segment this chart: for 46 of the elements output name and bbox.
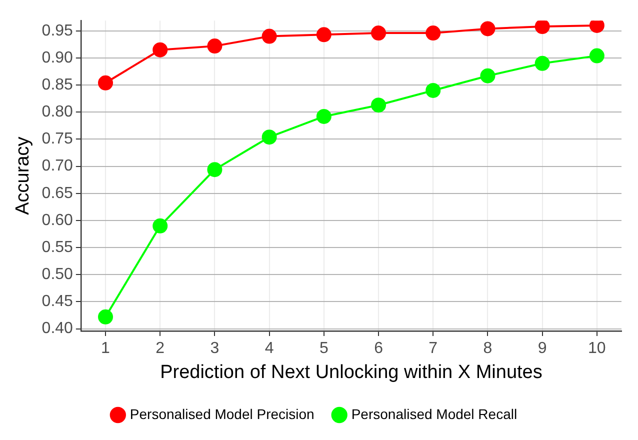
x-tick-label: 8 bbox=[483, 340, 492, 358]
point bbox=[316, 108, 332, 124]
y-tick-label: 0.55 bbox=[42, 238, 74, 256]
y-tick-label: 0.45 bbox=[42, 293, 74, 310]
legend-label: Personalised Model Precision bbox=[130, 406, 314, 422]
point bbox=[480, 68, 496, 84]
point bbox=[426, 82, 441, 98]
x-tick-label: 1 bbox=[101, 340, 110, 358]
point bbox=[152, 42, 168, 58]
y-tick-label: 0.85 bbox=[42, 76, 74, 94]
point bbox=[589, 20, 604, 33]
point bbox=[207, 162, 222, 178]
point bbox=[589, 48, 604, 64]
x-tick-label: 7 bbox=[428, 340, 438, 358]
x-tick-label: 3 bbox=[210, 340, 220, 358]
point bbox=[98, 75, 114, 90]
point bbox=[262, 130, 277, 145]
point bbox=[480, 21, 496, 36]
legend-label: Personalised Model Recall bbox=[351, 406, 518, 422]
x-tick-label: 2 bbox=[156, 340, 165, 358]
x-tick-label: 10 bbox=[588, 340, 606, 358]
y-tick-label: 0.90 bbox=[42, 49, 74, 66]
point bbox=[152, 218, 168, 234]
x-axis-title: Prediction of Next Unlocking within X Minutes bbox=[160, 362, 542, 383]
y-tick-label: 0.60 bbox=[42, 212, 74, 229]
point bbox=[98, 309, 114, 324]
y-tick-label: 0.70 bbox=[42, 158, 74, 175]
point bbox=[371, 98, 386, 113]
x-tick-label: 5 bbox=[319, 340, 328, 358]
y-tick-label: 0.75 bbox=[42, 130, 74, 148]
point bbox=[534, 20, 550, 34]
x-tick-label: 4 bbox=[264, 340, 274, 358]
point bbox=[426, 26, 441, 41]
y-tick-label: 0.65 bbox=[42, 184, 74, 202]
y-tick-label: 0.95 bbox=[42, 22, 74, 40]
y-tick-label: 0.50 bbox=[42, 266, 74, 284]
point bbox=[371, 26, 386, 41]
y-axis-title: Accuracy bbox=[12, 136, 34, 215]
point bbox=[534, 56, 550, 71]
point bbox=[207, 38, 222, 54]
point bbox=[316, 27, 332, 42]
y-tick-label: 0.80 bbox=[42, 104, 74, 121]
x-tick-label: 9 bbox=[538, 340, 547, 358]
y-tick-label: 0.40 bbox=[42, 320, 74, 338]
point bbox=[262, 28, 277, 44]
x-tick-label: 6 bbox=[374, 340, 384, 358]
